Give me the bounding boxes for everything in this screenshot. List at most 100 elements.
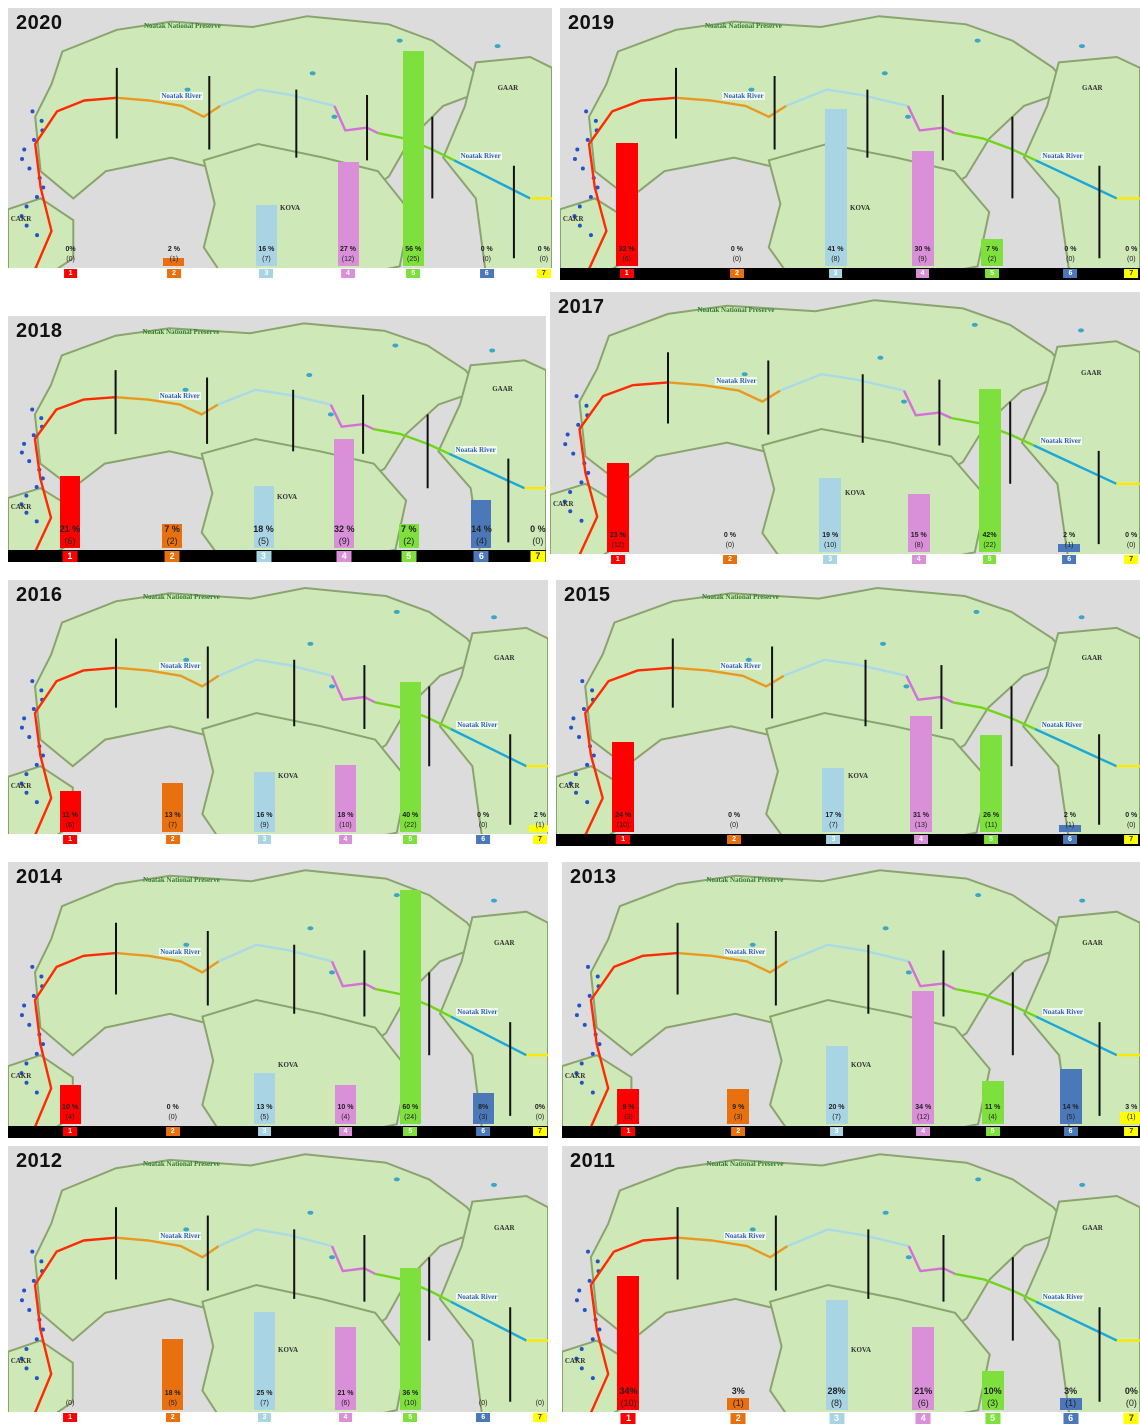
pct-label-7: 0 % <box>537 246 550 253</box>
map-background <box>8 15 552 280</box>
map-label-river: Noatak River <box>1039 437 1082 446</box>
count-label-3: (7) <box>832 1114 841 1121</box>
segment-number-7: 7 <box>1124 269 1139 278</box>
bar-segment-1 <box>59 1085 81 1124</box>
bar-segment-5 <box>399 890 421 1124</box>
bar-segment-3 <box>824 109 847 266</box>
pct-label-5: 56 % <box>405 246 422 253</box>
map-panel-2019: Noatak National Preserve Noatak River Noat… <box>560 8 1140 280</box>
count-label-5: (3) <box>987 1398 999 1408</box>
pct-label-6: 2 % <box>1063 532 1076 539</box>
pct-label-3: 20 % <box>828 1104 845 1111</box>
map-background <box>8 869 548 1138</box>
count-label-5: (11) <box>985 822 998 829</box>
pct-label-5: 26 % <box>983 812 1000 819</box>
segment-number-7: 7 <box>536 269 551 278</box>
segment-number-4: 4 <box>911 555 926 564</box>
bar-segment-1 <box>612 742 635 832</box>
map-label-preserve: Noatak National Preserve <box>697 305 775 314</box>
count-label-7: (0) <box>535 1114 545 1121</box>
count-label-4: (9) <box>918 256 927 263</box>
segment-number-5: 5 <box>985 1413 1001 1424</box>
map-panel-2015: Noatak National Preserve Noatak River Noat… <box>556 580 1140 846</box>
bar-segment-5 <box>398 524 419 548</box>
map-label-gaar: GAAR <box>494 939 515 948</box>
pct-label-3: 41 % <box>827 246 844 253</box>
map-label-gaar: GAAR <box>1082 939 1103 948</box>
count-label-3: (9) <box>260 822 269 829</box>
count-label-4: (4) <box>341 1114 350 1121</box>
year-label: 2012 <box>16 1150 63 1172</box>
map-background <box>560 15 1140 280</box>
segment-number-1: 1 <box>619 269 634 278</box>
segment-number-5: 5 <box>985 269 1000 278</box>
map-panel-2017: Noatak National Preserve Noatak River Noat… <box>550 292 1140 566</box>
map-label-preserve: Noatak National Preserve <box>143 1159 220 1168</box>
pct-label-3: 17 % <box>825 812 842 819</box>
segment-number-2: 2 <box>729 269 744 278</box>
pct-label-6: 8% <box>478 1104 489 1111</box>
segment-number-1: 1 <box>63 835 78 844</box>
count-label-7: (0) <box>1127 256 1136 263</box>
bar-segment-5 <box>402 51 424 266</box>
map-label-cakr: CAKR <box>10 1071 32 1080</box>
bar-segment-3 <box>819 478 842 552</box>
segment-number-5: 5 <box>984 835 999 844</box>
count-label-2: (0) <box>729 822 739 829</box>
map-label-river: Noatak River <box>158 392 201 401</box>
segment-number-3: 3 <box>826 835 841 844</box>
segment-number-6: 6 <box>473 551 489 562</box>
pct-label-1: 11 % <box>62 812 78 819</box>
map-label-river: Noatak River <box>454 446 497 455</box>
segment-number-6: 6 <box>479 269 494 278</box>
pct-label-5: 42% <box>982 532 997 539</box>
bar-segment-4 <box>910 716 932 832</box>
bar-segment-6 <box>1059 1398 1082 1410</box>
bar-segment-5 <box>981 1371 1004 1410</box>
year-label: 2016 <box>16 584 63 606</box>
segment-strip: 1 2 3 4 5 6 7 <box>562 1412 1140 1424</box>
bar-segment-3 <box>825 1300 848 1410</box>
segment-number-3: 3 <box>823 555 838 564</box>
count-label-1: (3) <box>624 1114 633 1121</box>
pct-label-3: 28% <box>827 1386 846 1396</box>
bar-segment-2 <box>163 258 185 266</box>
count-label-4: (8) <box>914 542 924 549</box>
pct-label-2: 0 % <box>723 532 736 539</box>
count-label-5: (10) <box>404 1400 417 1407</box>
bar-segment-4 <box>334 439 355 548</box>
count-label-4: (10) <box>339 822 352 829</box>
count-label-3: (8) <box>831 256 840 263</box>
map-label-river: Noatak River <box>456 720 499 729</box>
count-label-2: (2) <box>166 536 178 546</box>
segment-number-1: 1 <box>63 1413 78 1422</box>
count-label-5: (2) <box>987 256 997 263</box>
bar-segment-4 <box>335 1327 356 1410</box>
segment-strip: 1 2 3 4 5 6 7 <box>8 1412 548 1424</box>
pct-label-6: 14 % <box>471 524 492 534</box>
bar-segment-1 <box>59 476 80 548</box>
segment-number-4: 4 <box>341 269 355 278</box>
map-label-river: Noatak River <box>459 152 502 161</box>
pct-label-6: 14 % <box>1062 1104 1079 1111</box>
map-panel-2016: Noatak National Preserve Noatak River Noat… <box>8 580 548 846</box>
segment-number-5: 5 <box>985 1127 1000 1136</box>
segment-number-3: 3 <box>257 1127 272 1136</box>
segment-number-6: 6 <box>476 1127 491 1136</box>
map-label-river: Noatak River <box>1041 1293 1084 1302</box>
segment-number-4: 4 <box>338 835 353 844</box>
segment-number-6: 6 <box>476 835 491 844</box>
count-label-4: (12) <box>917 1114 930 1121</box>
map-label-river: Noatak River <box>723 1232 767 1241</box>
count-label-1: (0) <box>65 1400 75 1407</box>
pct-label-4: 18 % <box>337 812 354 819</box>
map-label-cakr: CAKR <box>10 1357 32 1366</box>
count-label-3: (7) <box>262 256 271 263</box>
bar-segment-3 <box>254 1312 275 1410</box>
map-label-preserve: Noatak National Preserve <box>144 21 221 30</box>
pct-label-6: 0 % <box>480 246 493 253</box>
map-panel-2012: Noatak National Preserve Noatak River Noat… <box>8 1146 548 1424</box>
bar-segment-3 <box>254 772 275 832</box>
map-label-kova: KOVA <box>280 203 301 212</box>
map-label-kova: KOVA <box>851 1346 872 1355</box>
